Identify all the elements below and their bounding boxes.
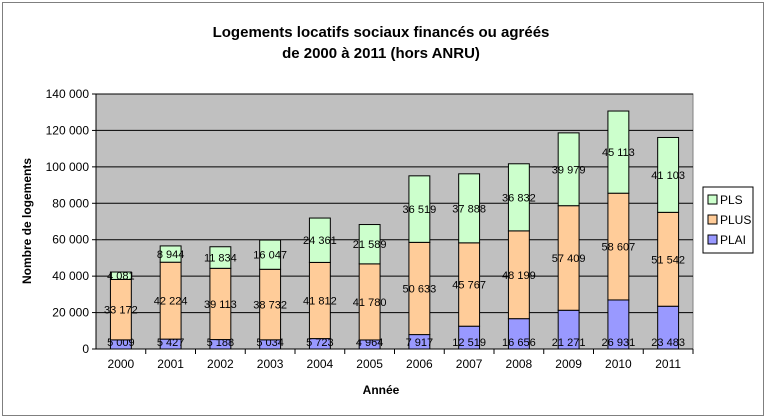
data-label-plai: 5 723 bbox=[306, 337, 334, 349]
data-label-pls: 41 103 bbox=[651, 170, 685, 182]
data-label-pls: 11 834 bbox=[204, 253, 237, 265]
bar-segment-pls bbox=[159, 245, 182, 263]
y-tick-label: 100 000 bbox=[46, 160, 90, 174]
x-tick-label: 2001 bbox=[157, 357, 184, 371]
plot-background bbox=[95, 93, 694, 350]
x-tick-label: 2006 bbox=[406, 357, 433, 371]
data-label-plai: 21 271 bbox=[552, 337, 586, 349]
bar-segment-pls bbox=[109, 271, 132, 280]
bar-segment-pls bbox=[458, 173, 481, 244]
data-label-pls: 24 361 bbox=[303, 235, 337, 247]
legend: PLS PLUS PLAI bbox=[702, 186, 754, 254]
y-axis-title: Nombre de logements bbox=[20, 158, 34, 284]
data-label-pls: 37 888 bbox=[452, 203, 486, 215]
y-tick-label: 120 000 bbox=[46, 123, 90, 137]
data-label-pls: 16 047 bbox=[253, 250, 287, 262]
legend-swatch-pls bbox=[707, 194, 718, 205]
data-label-plus: 58 607 bbox=[602, 242, 636, 254]
chart-title-line-2: de 2000 à 2011 (hors ANRU) bbox=[282, 45, 480, 62]
bar-segment-pls bbox=[657, 136, 680, 213]
legend-swatch-plus bbox=[707, 214, 718, 225]
bar-segment-pls bbox=[209, 246, 232, 269]
data-label-plai: 12 519 bbox=[452, 337, 486, 349]
legend-swatch-plai bbox=[707, 234, 718, 245]
data-label-pls: 36 832 bbox=[502, 192, 536, 204]
x-tick-label: 2003 bbox=[257, 357, 284, 371]
x-axis-title: Année bbox=[363, 383, 400, 397]
data-label-pls: 8 944 bbox=[157, 249, 185, 261]
data-label-pls: 4 081 bbox=[107, 271, 135, 283]
data-label-plai: 16 656 bbox=[502, 337, 536, 349]
data-label-plai: 26 931 bbox=[602, 337, 636, 349]
x-tick-label: 2007 bbox=[456, 357, 483, 371]
legend-label-plai: PLAI bbox=[720, 233, 746, 247]
bar-segment-pls bbox=[607, 110, 630, 194]
legend-label-plus: PLUS bbox=[720, 213, 751, 227]
y-tick-label: 80 000 bbox=[52, 196, 89, 210]
data-label-plus: 33 172 bbox=[104, 305, 138, 317]
data-label-pls: 21 589 bbox=[353, 239, 387, 251]
data-label-plai: 23 483 bbox=[651, 337, 685, 349]
y-tick-label: 0 bbox=[82, 342, 89, 356]
data-label-pls: 39 979 bbox=[552, 164, 586, 176]
data-label-plus: 45 767 bbox=[452, 280, 486, 292]
stacked-bar-chart: Logements locatifs sociaux financés ou a… bbox=[20, 24, 754, 397]
data-label-plus: 42 224 bbox=[154, 296, 188, 308]
bar-segment-pls bbox=[557, 132, 580, 207]
data-label-pls: 45 113 bbox=[602, 147, 635, 159]
data-label-plai: 5 427 bbox=[157, 337, 185, 349]
data-label-plus: 38 732 bbox=[253, 300, 287, 312]
bar-segment-pls bbox=[408, 175, 431, 243]
x-tick-label: 2000 bbox=[108, 357, 135, 371]
data-label-plus: 39 113 bbox=[204, 299, 237, 311]
data-label-plus: 57 409 bbox=[552, 253, 586, 265]
y-tick-label: 140 000 bbox=[46, 87, 90, 101]
data-label-plus: 41 780 bbox=[353, 297, 387, 309]
x-tick-label: 2004 bbox=[307, 357, 334, 371]
data-label-plus: 51 542 bbox=[651, 254, 685, 266]
y-tick-label: 60 000 bbox=[52, 233, 89, 247]
bar-segment-pls bbox=[259, 239, 282, 270]
data-label-plus: 50 633 bbox=[403, 283, 437, 295]
chart-title-line-1: Logements locatifs sociaux financés ou a… bbox=[213, 24, 550, 41]
x-tick-label: 2009 bbox=[555, 357, 582, 371]
bar-segment-pls bbox=[358, 224, 381, 265]
data-label-plus: 48 199 bbox=[502, 270, 536, 282]
x-tick-label: 2008 bbox=[506, 357, 533, 371]
x-tick-label: 2005 bbox=[356, 357, 383, 371]
y-tick-label: 20 000 bbox=[52, 306, 89, 320]
plot-area: 0 20 000 40 000 60 000 80 000 100 000 120 000 1… bbox=[46, 87, 694, 371]
data-label-plai: 7 917 bbox=[406, 337, 434, 349]
x-tick-label: 2010 bbox=[605, 357, 632, 371]
bar-segment-pls bbox=[308, 217, 331, 263]
y-tick-label: 40 000 bbox=[52, 269, 89, 283]
bar-segment-pls bbox=[507, 163, 530, 232]
data-label-plus: 41 812 bbox=[303, 295, 337, 307]
legend-label-pls: PLS bbox=[720, 193, 743, 207]
data-label-pls: 36 519 bbox=[403, 204, 437, 216]
x-tick-label: 2002 bbox=[207, 357, 234, 371]
x-tick-label: 2011 bbox=[655, 357, 681, 371]
